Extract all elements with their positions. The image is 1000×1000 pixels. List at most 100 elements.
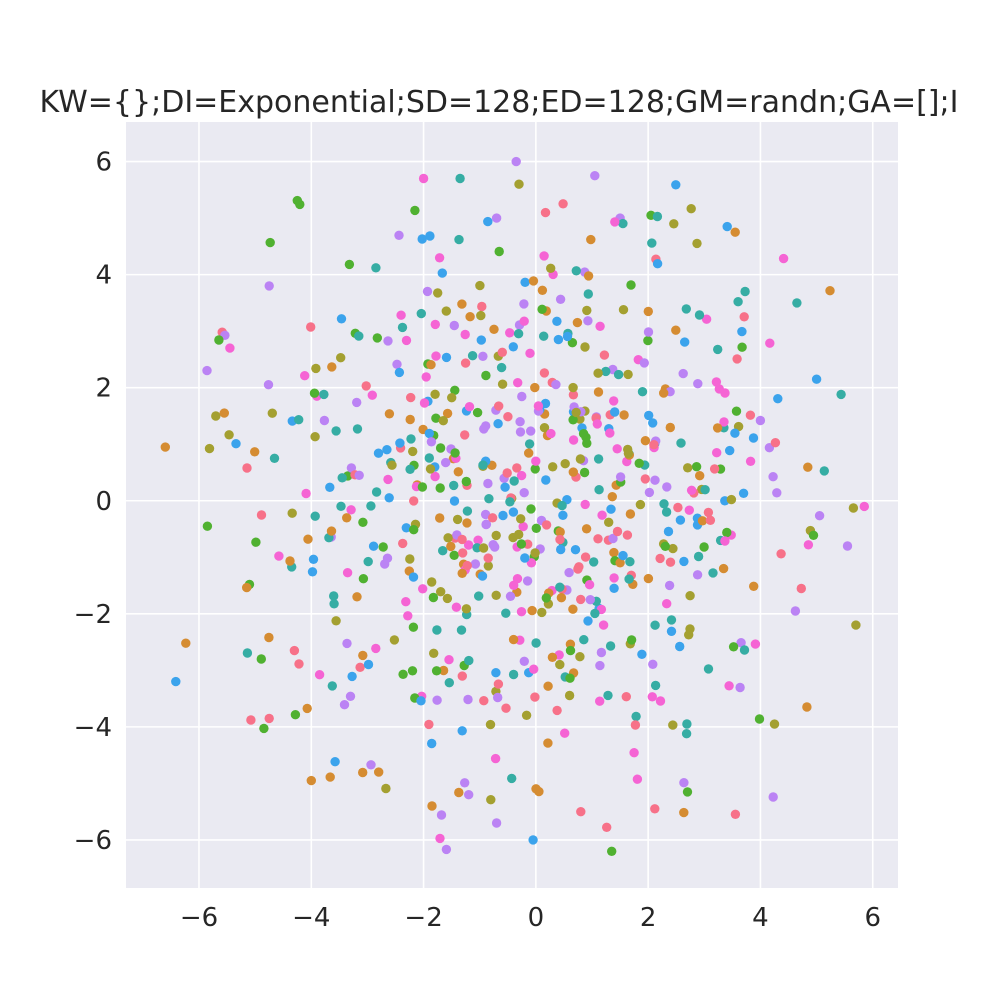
scatter-point [618, 305, 629, 315]
scatter-point [498, 510, 508, 521]
scatter-point [547, 652, 558, 662]
scatter-point [470, 559, 481, 569]
scatter-point [484, 494, 494, 504]
scatter-point [491, 213, 502, 223]
scatter-point [733, 297, 743, 307]
scatter-point [300, 371, 310, 381]
scatter-point [755, 415, 766, 426]
scatter-point [501, 608, 511, 618]
scatter-point [441, 844, 452, 855]
scatter-point [382, 445, 392, 455]
scatter-point [345, 691, 356, 701]
scatter-point [231, 439, 241, 449]
scatter-point [481, 519, 492, 529]
scatter-point [518, 521, 528, 532]
scatter-point [570, 545, 581, 555]
scatter-point [576, 807, 586, 817]
scatter-point [719, 417, 729, 427]
scatter-point [701, 314, 712, 324]
scatter-point [477, 571, 488, 581]
scatter-point [483, 553, 493, 563]
scatter-point [541, 475, 551, 485]
scatter-point [462, 560, 472, 571]
scatter-point [684, 630, 694, 640]
scatter-point [501, 703, 511, 713]
scatter-point [551, 379, 561, 390]
scatter-point [640, 474, 650, 484]
scatter-point [541, 593, 551, 603]
scatter-point [464, 655, 474, 666]
scatter-point [301, 488, 311, 499]
scatter-point [211, 411, 221, 421]
scatter-point [673, 502, 683, 513]
scatter-point [507, 773, 517, 784]
scatter-point [650, 804, 660, 814]
scatter-point [539, 423, 550, 433]
scatter-point [546, 428, 556, 439]
scatter-point [663, 526, 674, 537]
scatter-point [204, 443, 215, 454]
scatter-point [344, 259, 355, 270]
scatter-point [496, 362, 507, 373]
scatter-point [662, 599, 672, 609]
scatter-point [408, 622, 419, 632]
scatter-point [408, 572, 419, 582]
scatter-point [678, 368, 688, 379]
scatter-point [457, 726, 467, 736]
scatter-point [430, 389, 440, 399]
scatter-point [367, 390, 377, 400]
scatter-point [494, 246, 504, 257]
scatter-point [682, 719, 692, 729]
scatter-point [363, 556, 373, 567]
scatter-point [460, 329, 470, 340]
scatter-point [608, 533, 618, 544]
scatter-point [395, 438, 405, 448]
scatter-point [585, 595, 595, 605]
scatter-point [352, 592, 362, 602]
y-axis-ticks: −6 −4 −2 0 2 4 6 [74, 148, 112, 856]
scatter-point [522, 576, 533, 586]
y-tick-label: −2 [74, 600, 112, 630]
y-tick-label: −4 [74, 713, 112, 743]
scatter-point [609, 396, 619, 406]
scatter-point [259, 723, 269, 734]
scatter-point [307, 567, 318, 577]
scatter-point [457, 534, 467, 545]
scatter-point [354, 331, 364, 341]
scatter-point [776, 549, 786, 559]
scatter-point [711, 377, 722, 387]
scatter-point [310, 432, 320, 442]
scatter-point [735, 682, 745, 693]
scatter-point [514, 529, 524, 540]
scatter-point [703, 507, 714, 518]
scatter-point [564, 690, 575, 701]
x-tick-label: −2 [404, 903, 442, 933]
scatter-point [625, 509, 636, 519]
scatter-point [553, 334, 564, 345]
scatter-point [397, 322, 408, 333]
scatter-point [358, 767, 368, 778]
scatter-point [629, 748, 639, 758]
scatter-point [640, 436, 651, 446]
scatter-point [548, 462, 558, 472]
scatter-point [319, 415, 330, 426]
y-tick-label: 0 [95, 487, 112, 517]
scatter-point [739, 645, 750, 655]
scatter-point [665, 557, 676, 567]
scatter-point [342, 513, 352, 523]
scatter-point [659, 388, 669, 398]
scatter-point [584, 580, 595, 590]
scatter-point [308, 554, 319, 564]
scatter-point [396, 310, 406, 320]
scatter-point [842, 541, 853, 551]
y-tick-label: 4 [95, 261, 112, 291]
scatter-point [497, 379, 508, 389]
scatter-point [539, 251, 549, 261]
scatter-point [425, 464, 436, 474]
scatter-point [424, 719, 434, 730]
scatter-point [443, 533, 453, 543]
scatter-point [560, 459, 570, 469]
scatter-point [346, 505, 356, 515]
scatter-point [505, 591, 516, 601]
scatter-point [562, 331, 573, 342]
